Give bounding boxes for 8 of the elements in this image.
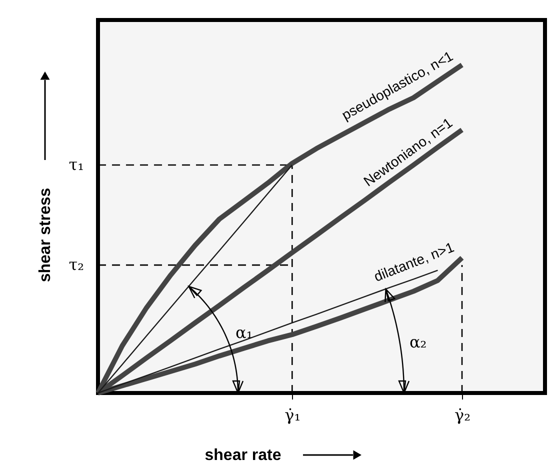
ref-line-label: τ₁ xyxy=(68,155,84,174)
y-axis-title: shear stress xyxy=(37,188,54,282)
ref-line-label: τ₂ xyxy=(68,255,84,274)
x-tick-label: γ̇₁ xyxy=(284,406,301,424)
annotation: α₂ xyxy=(409,332,427,352)
annotation: α₁ xyxy=(236,323,253,342)
x-tick-label: γ̇₂ xyxy=(454,406,470,424)
x-axis-title: shear rate xyxy=(204,447,282,464)
